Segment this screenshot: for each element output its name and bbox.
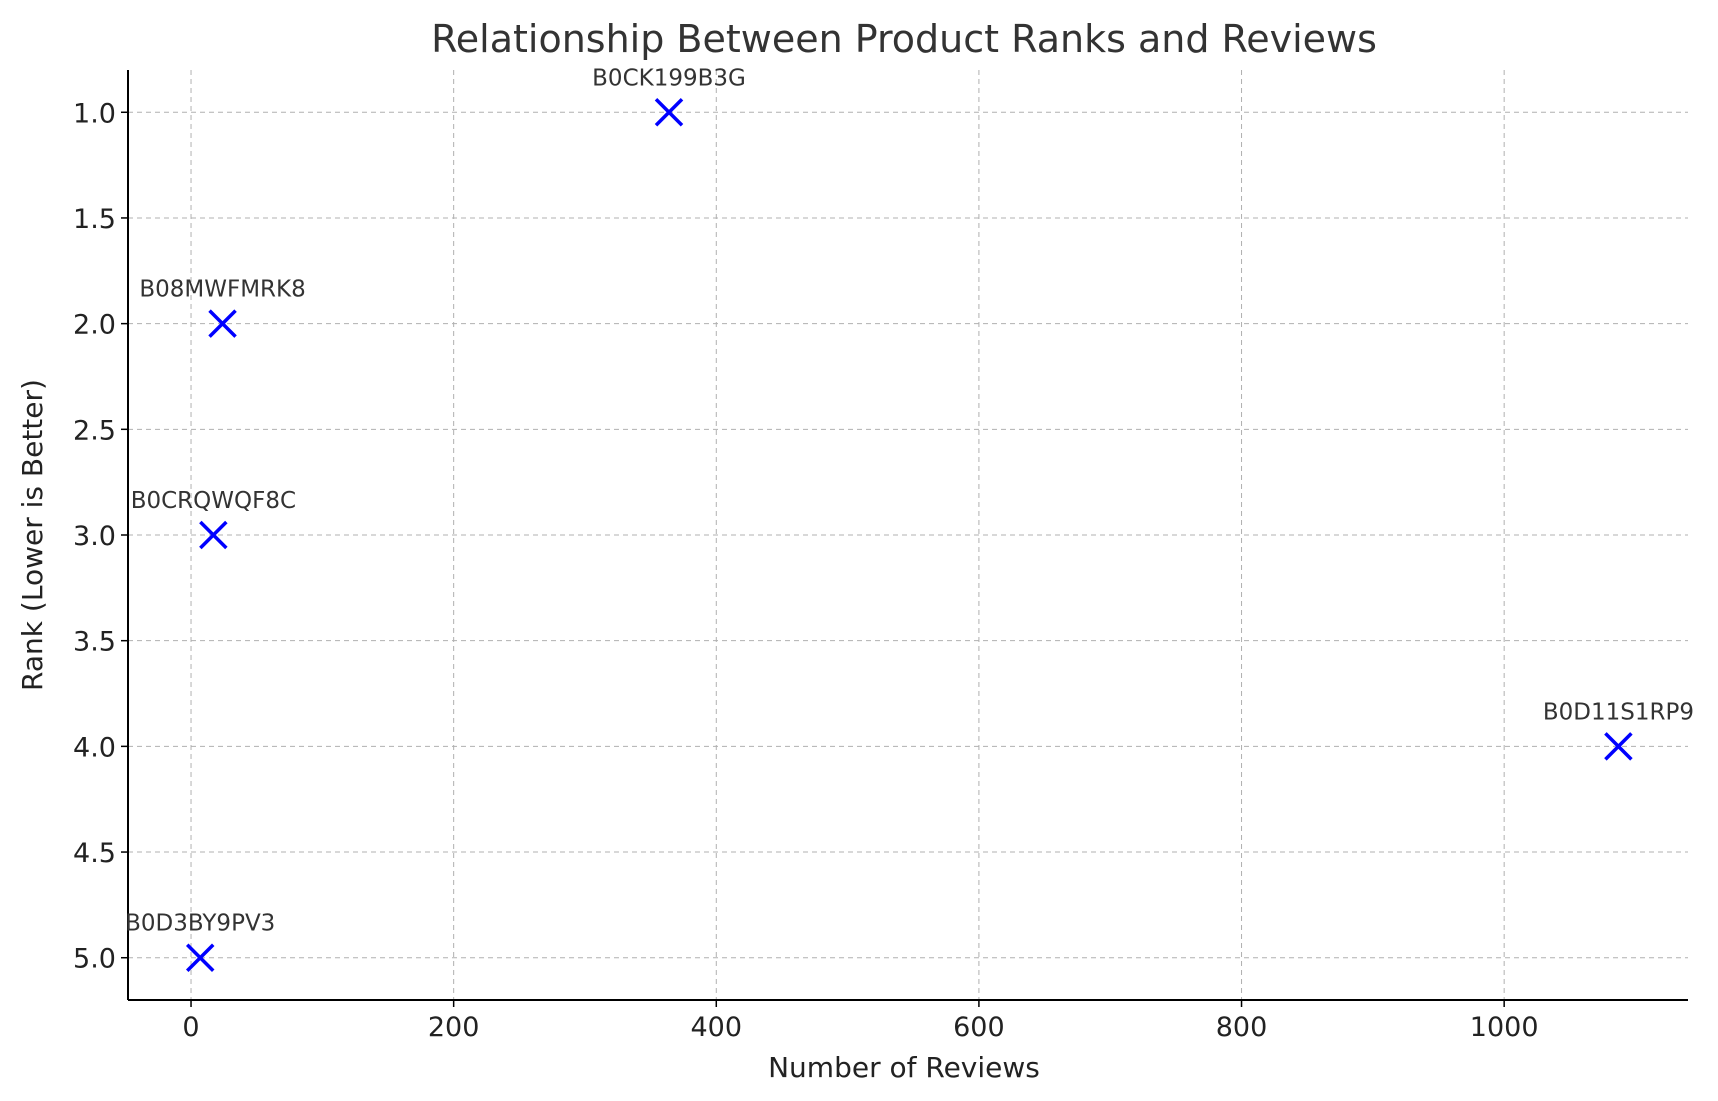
y-tick-label: 5.0 — [73, 944, 116, 975]
x-tick-label: 200 — [428, 1012, 480, 1043]
data-points: B0CK199B3G B08MWFMRK8 B0CRQWQF8C B0D11S1RP9… — [125, 65, 1694, 972]
x-tick-label: 0 — [182, 1012, 199, 1043]
x-tick-label: 600 — [953, 1012, 1005, 1043]
y-tick-label: 4.5 — [73, 838, 116, 869]
data-point-label: B0D3BY9PV3 — [125, 911, 275, 937]
data-point-marker — [185, 943, 215, 972]
grid-lines — [128, 70, 1688, 1000]
data-point-label: B0D11S1RP9 — [1543, 699, 1694, 725]
y-tick-label: 1.5 — [73, 204, 116, 235]
x-axis-ticks: 0 200 400 600 800 1000 — [182, 1000, 1539, 1043]
data-point-marker — [1604, 732, 1633, 761]
y-axis-title: Rank (Lower is Better) — [16, 379, 49, 691]
data-point-marker — [208, 309, 237, 338]
data-point-label: B08MWFMRK8 — [139, 277, 305, 303]
y-tick-label: 3.0 — [73, 521, 116, 552]
y-axis-ticks: 1.0 1.5 2.0 2.5 3.0 3.5 4.0 4.5 5.0 — [73, 98, 128, 975]
data-point-marker — [654, 98, 684, 127]
data-point-marker — [199, 520, 228, 550]
x-tick-label: 400 — [691, 1012, 743, 1043]
y-tick-label: 2.0 — [73, 310, 116, 341]
x-axis-title: Number of Reviews — [768, 1051, 1040, 1084]
data-point-label: B0CRQWQF8C — [131, 488, 296, 514]
y-tick-label: 2.5 — [73, 415, 116, 446]
chart-title: Relationship Between Product Ranks and R… — [431, 17, 1377, 61]
x-tick-label: 1000 — [1470, 1012, 1539, 1043]
x-tick-label: 800 — [1216, 1012, 1268, 1043]
y-tick-label: 1.0 — [73, 98, 116, 129]
y-tick-label: 4.0 — [73, 732, 116, 763]
y-tick-label: 3.5 — [73, 627, 116, 658]
data-point-label: B0CK199B3G — [592, 65, 746, 91]
